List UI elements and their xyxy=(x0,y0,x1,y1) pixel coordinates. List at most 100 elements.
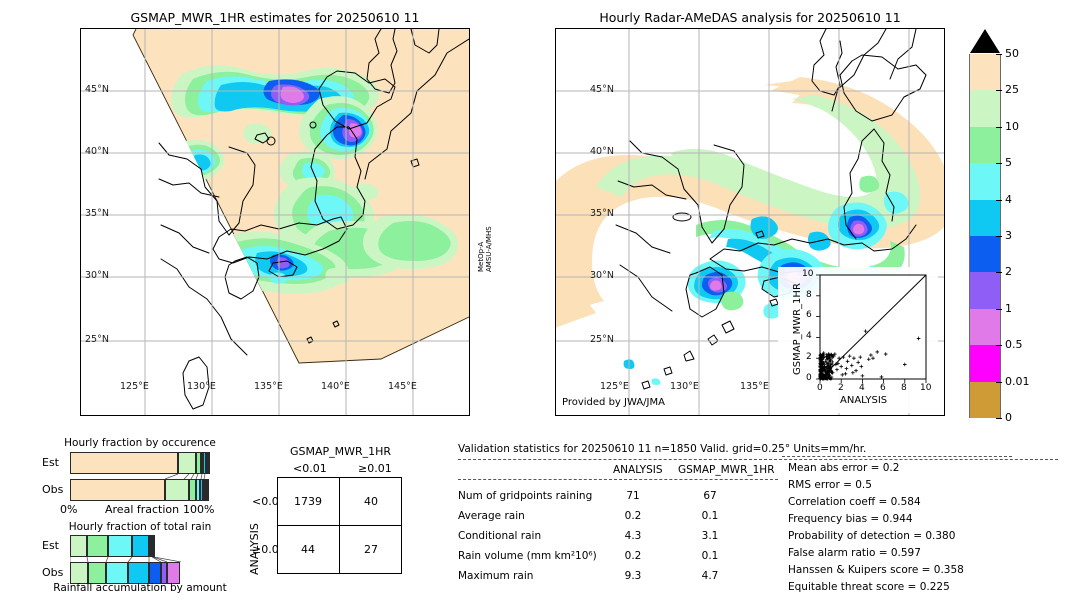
left-map-lon-tick-0: 125°E xyxy=(120,381,149,392)
validation-rule-top xyxy=(458,459,1058,460)
scatter-ytick-5: 10 xyxy=(802,269,813,279)
validation-row-label: Conditional rain xyxy=(458,530,541,542)
totalrain-chart-title: Hourly fraction of total rain xyxy=(60,521,220,533)
bar-segment xyxy=(70,535,87,557)
validation-row-gsmap-value: 4.7 xyxy=(690,570,730,582)
bar-segment xyxy=(108,535,132,557)
scatter-inset[interactable]: 0 2 4 6 8 10 0 2 4 6 8 10 ANALYSIS GSMAP… xyxy=(778,267,938,413)
colorbar-tick xyxy=(996,200,1002,201)
validation-row-label: Maximum rain xyxy=(458,570,533,582)
right-map-lon-tick-1: 130°E xyxy=(670,381,699,392)
bar-segment xyxy=(149,562,161,584)
right-map-lat-tick-1: 40°N xyxy=(590,146,614,157)
right-panel-title: Hourly Radar-AMeDAS analysis for 2025061… xyxy=(555,10,945,25)
occurrence-bar-obs[interactable] xyxy=(70,479,208,501)
validation-score-line: Equitable threat score = 0.225 xyxy=(788,581,950,593)
contingency-cell-1-0: 44 xyxy=(277,543,339,556)
gsmap-estimate-map[interactable] xyxy=(80,28,470,416)
contingency-table-grid[interactable] xyxy=(277,477,402,574)
occurrence-axis-right: 100% xyxy=(183,503,214,516)
scatter-xtick-0: 0 xyxy=(817,383,823,393)
occurrence-chart-title: Hourly fraction by occurence xyxy=(60,437,220,449)
colorbar-tick xyxy=(996,127,1002,128)
validation-header: Validation statistics for 20250610 11 n=… xyxy=(458,443,866,455)
validation-score-line: Probability of detection = 0.380 xyxy=(788,530,955,542)
colorbar[interactable] xyxy=(969,28,1001,418)
totalrain-caption: Rainfall accumulation by amount xyxy=(40,582,240,594)
colorbar-segment xyxy=(969,382,1001,418)
bar-segment xyxy=(208,452,210,474)
colorbar-tick xyxy=(996,90,1002,91)
bar-segment xyxy=(70,452,178,474)
scatter-xtick-3: 6 xyxy=(880,383,886,393)
left-map-lat-tick-0: 45°N xyxy=(85,84,109,95)
left-map-lat-tick-4: 25°N xyxy=(85,334,109,345)
occurrence-bar-est[interactable] xyxy=(70,452,208,474)
sensor-label-line2: AMSU-A/MHS xyxy=(485,182,493,272)
colorbar-tick xyxy=(996,272,1002,273)
bar-segment xyxy=(87,535,108,557)
validation-row-label: Num of gridpoints raining xyxy=(458,490,592,502)
left-panel-title: GSMAP_MWR_1HR estimates for 20250610 11 xyxy=(80,10,470,25)
occurrence-row-label-obs: Obs xyxy=(42,483,63,496)
right-map-lat-tick-0: 45°N xyxy=(590,84,614,95)
bar-segment xyxy=(178,452,196,474)
left-map-lat-tick-1: 40°N xyxy=(85,146,109,157)
right-map-lat-tick-3: 30°N xyxy=(590,270,614,281)
bar-segment xyxy=(167,562,181,584)
left-map-canvas xyxy=(81,29,469,415)
bar-segment xyxy=(165,479,189,501)
occurrence-axis-left: 0% xyxy=(60,503,77,516)
right-map-lat-tick-2: 35°N xyxy=(590,208,614,219)
colorbar-tick xyxy=(996,54,1002,55)
validation-row-gsmap-value: 0.1 xyxy=(690,550,730,562)
colorbar-segment xyxy=(969,163,1001,199)
scatter-xtick-5: 10 xyxy=(920,383,931,393)
colorbar-tick xyxy=(996,163,1002,164)
totalrain-connectors xyxy=(70,557,208,562)
contingency-cell-0-1: 40 xyxy=(340,495,402,508)
colorbar-tick-label: 10 xyxy=(1005,120,1019,133)
totalrain-bar-est[interactable] xyxy=(70,535,208,557)
validation-score-line: Hanssen & Kuipers score = 0.358 xyxy=(788,564,964,576)
right-map-lon-tick-0: 125°E xyxy=(600,381,629,392)
bar-segment xyxy=(189,479,196,501)
colorbar-segment xyxy=(969,236,1001,272)
colorbar-segment xyxy=(969,90,1001,126)
colorbar-segment xyxy=(969,309,1001,345)
validation-score-line: RMS error = 0.5 xyxy=(788,479,872,491)
validation-rule-mid xyxy=(458,479,778,480)
bar-segment xyxy=(132,535,149,557)
validation-row-gsmap-value: 67 xyxy=(690,490,730,502)
validation-rule-mid-right xyxy=(782,456,1012,457)
totalrain-bar-obs[interactable] xyxy=(70,562,208,584)
colorbar-tick-label: 2 xyxy=(1005,265,1012,278)
bar-segment xyxy=(207,479,209,501)
validation-row-analysis-value: 4.3 xyxy=(613,530,653,542)
colorbar-tick-label: 0 xyxy=(1005,411,1012,424)
colorbar-segment xyxy=(969,54,1001,90)
colorbar-tick-label: 3 xyxy=(1005,229,1012,242)
validation-score-line: Frequency bias = 0.944 xyxy=(788,513,913,525)
scatter-xtick-2: 4 xyxy=(859,383,865,393)
colorbar-tick-label: 25 xyxy=(1005,83,1019,96)
sensor-label-line1: MetOp-A xyxy=(477,182,485,272)
occurrence-row-label-est: Est xyxy=(42,456,59,469)
validation-col-gsmap: GSMAP_MWR_1HR xyxy=(678,464,774,476)
contingency-cell-0-0: 1739 xyxy=(277,495,339,508)
colorbar-tick-label: 5 xyxy=(1005,156,1012,169)
validation-row-analysis-value: 0.2 xyxy=(613,510,653,522)
left-map-lon-tick-3: 140°E xyxy=(321,381,350,392)
provider-label: Provided by JWA/JMA xyxy=(562,397,665,408)
bar-segment xyxy=(128,562,149,584)
colorbar-tick xyxy=(996,418,1002,419)
colorbar-tick-label: 0.5 xyxy=(1005,338,1023,351)
bar-segment xyxy=(106,562,128,584)
scatter-ytick-0: 0 xyxy=(806,373,812,383)
scatter-ytick-4: 8 xyxy=(806,290,812,300)
validation-row-label: Average rain xyxy=(458,510,525,522)
right-map-lat-tick-4: 25°N xyxy=(590,334,614,345)
colorbar-segment xyxy=(969,272,1001,308)
contingency-grid-svg xyxy=(277,477,402,574)
colorbar-over-arrow xyxy=(969,28,1001,54)
